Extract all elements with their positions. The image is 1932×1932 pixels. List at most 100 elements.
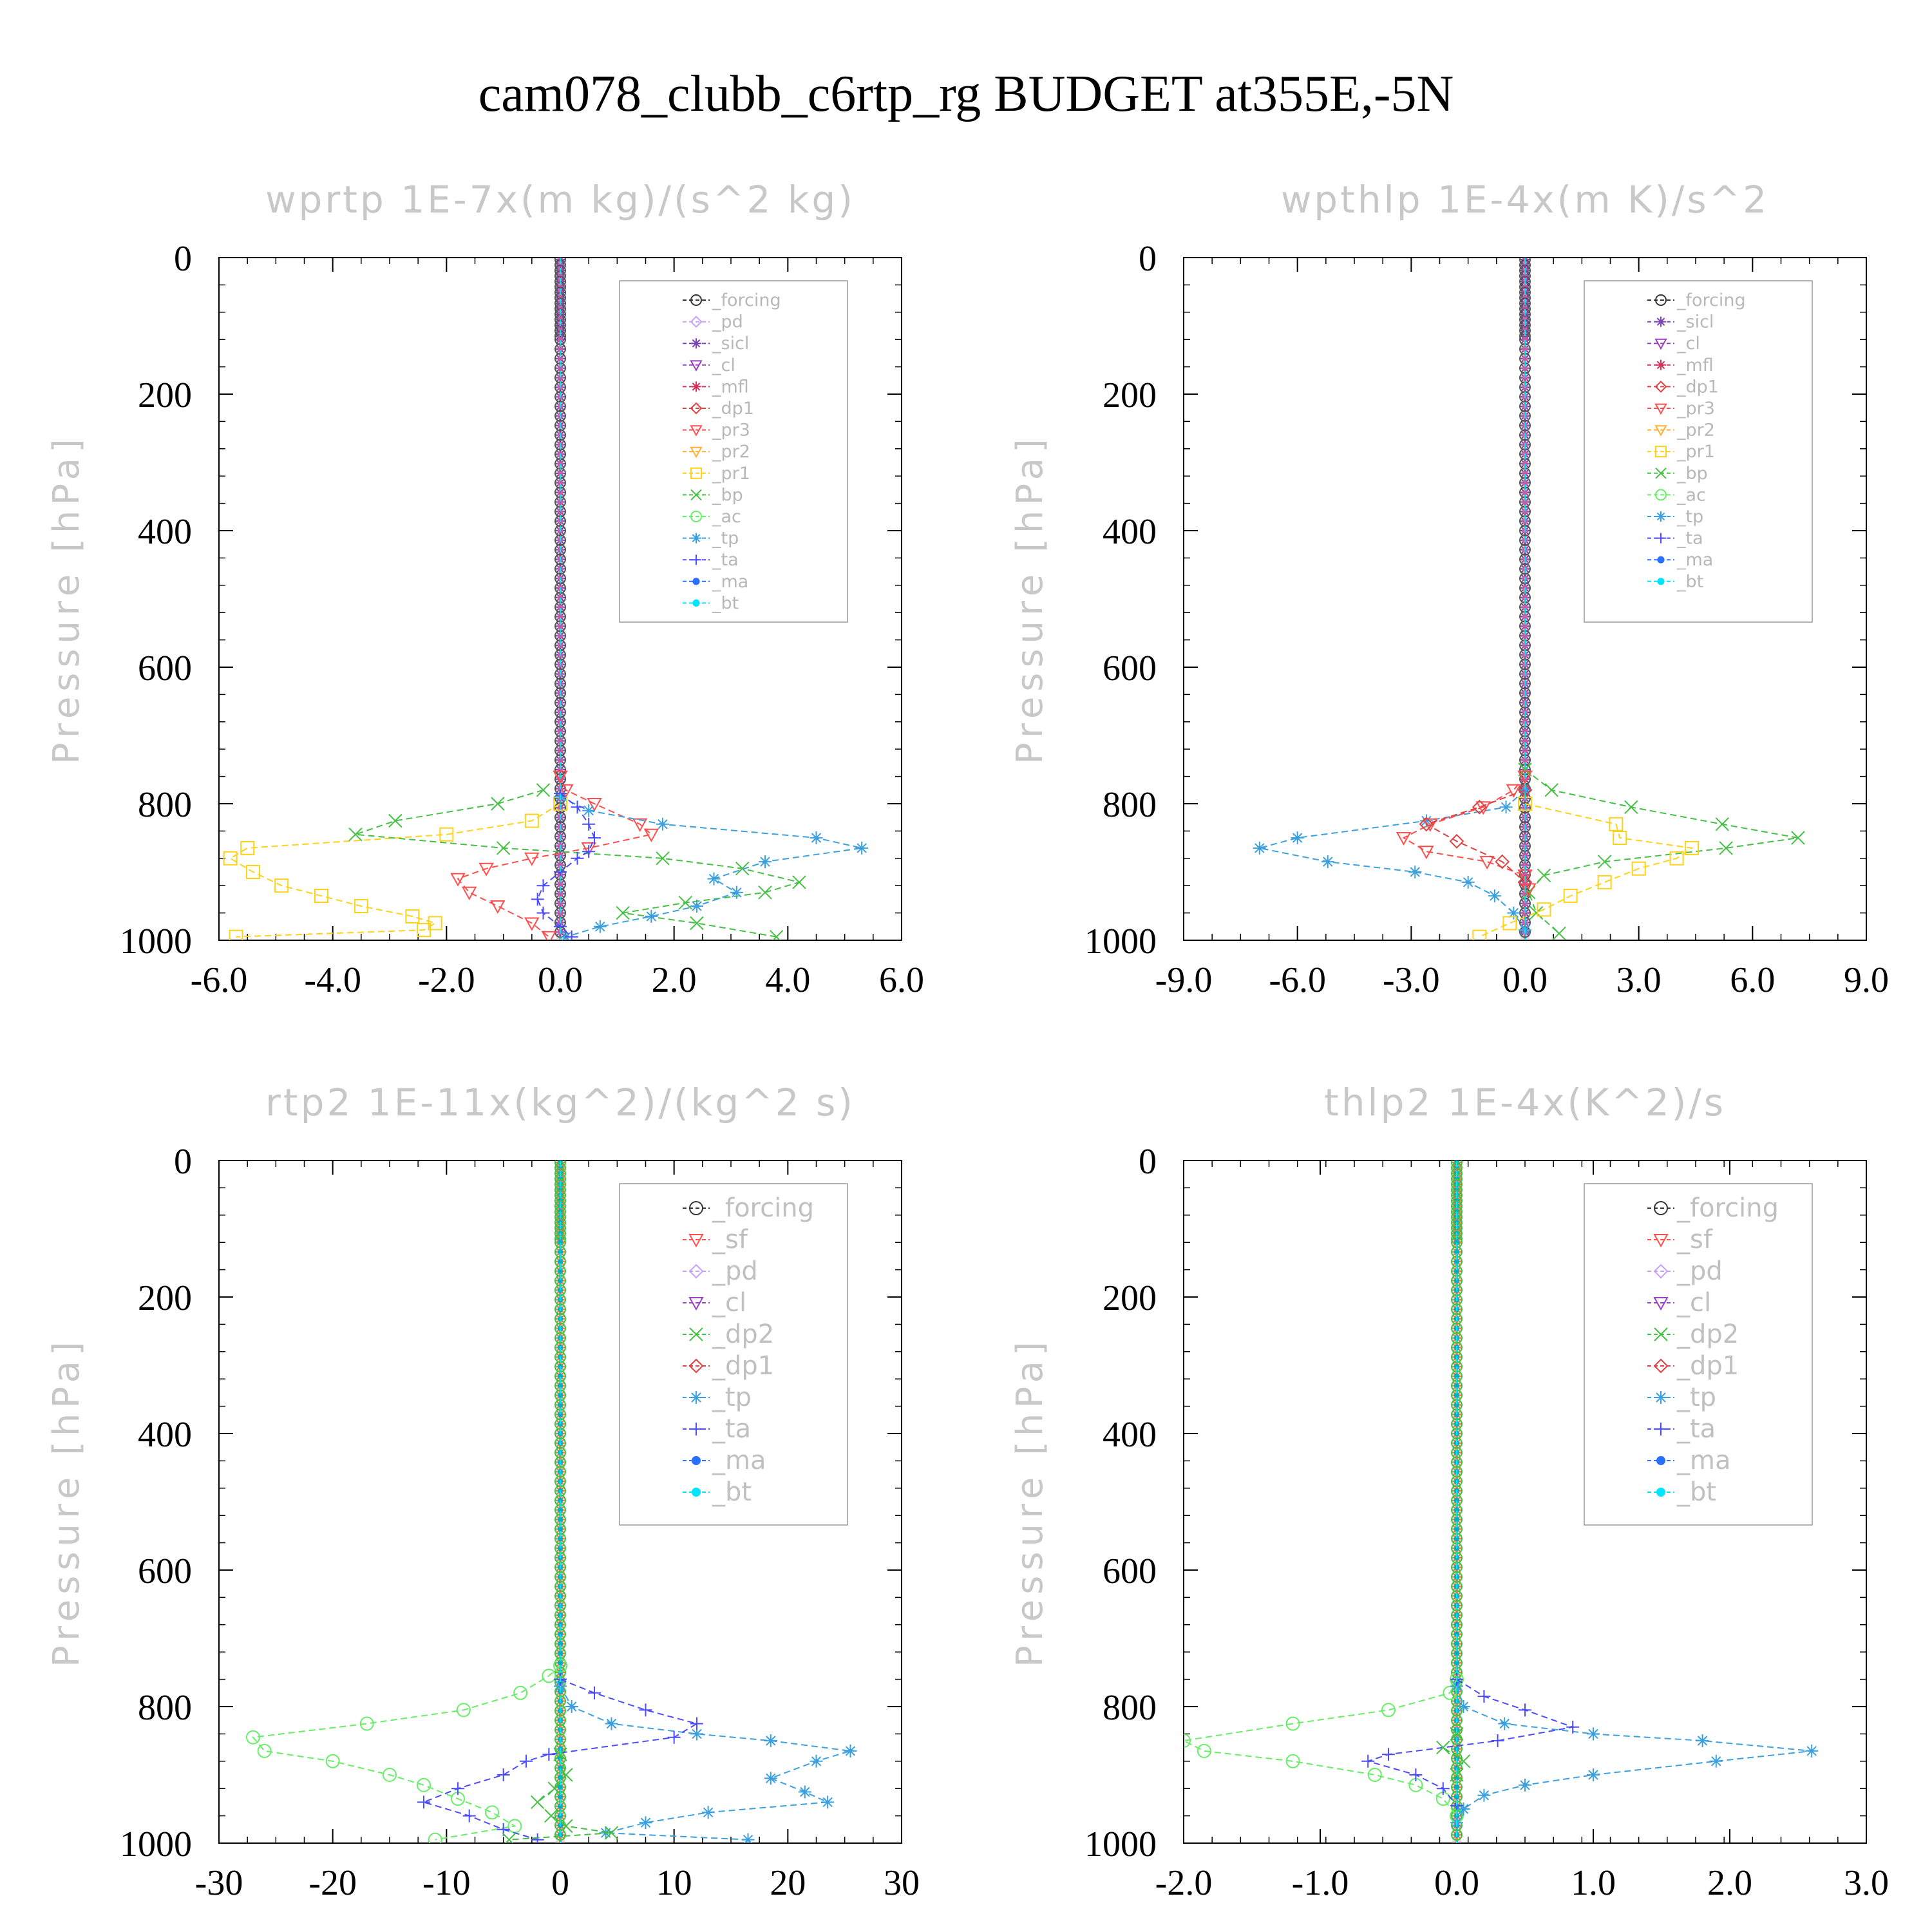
data-point <box>690 425 703 437</box>
panel-title: thlp2 1E-4x(K^2)/s <box>1324 1081 1726 1124</box>
series-line <box>560 1685 851 1841</box>
series-dp2 <box>502 1747 619 1843</box>
data-point <box>1408 866 1422 878</box>
data-point <box>1454 1412 1460 1417</box>
legend-item: _pr2 <box>683 442 750 462</box>
x-tick-label: 6.0 <box>879 960 924 1000</box>
data-point <box>557 1278 564 1283</box>
x-tick-label: 2.0 <box>652 960 697 1000</box>
series-line <box>536 793 596 938</box>
data-point <box>1419 846 1434 860</box>
legend-item: _cl <box>1647 334 1700 354</box>
data-point <box>1657 578 1665 585</box>
data-point <box>1454 1392 1460 1398</box>
data-point <box>557 1249 564 1255</box>
data-point <box>557 594 564 601</box>
data-point <box>478 862 494 876</box>
data-point <box>1436 1740 1450 1755</box>
data-point <box>1685 840 1700 855</box>
y-tick-label: 400 <box>138 512 192 552</box>
data-point <box>581 842 596 856</box>
y-tick-label: 800 <box>138 785 192 825</box>
data-point <box>688 1234 704 1248</box>
legend-item: _ma <box>1647 1446 1730 1475</box>
data-point <box>582 804 596 817</box>
plot-area <box>223 258 869 940</box>
legend-label: _cl <box>712 1288 746 1318</box>
y-tick-label: 200 <box>1103 1278 1157 1318</box>
data-point <box>450 873 466 887</box>
data-point <box>1522 470 1528 477</box>
data-point <box>223 851 238 866</box>
y-axis-label: Pressure [hPa] <box>1009 433 1051 764</box>
legend-label: _sf <box>712 1225 748 1255</box>
y-tick-label: 0 <box>174 239 192 279</box>
data-point <box>1454 1545 1460 1551</box>
data-point <box>690 916 704 931</box>
data-point <box>690 511 702 522</box>
x-tick-label: 6.0 <box>1730 960 1775 1000</box>
data-point <box>557 881 564 887</box>
y-tick-label: 1000 <box>120 922 192 961</box>
legend-item: _forcing <box>1647 290 1746 310</box>
data-point <box>485 1805 499 1820</box>
legend-item: _bt <box>683 1477 752 1507</box>
data-point <box>690 1391 703 1404</box>
series-line <box>229 803 561 938</box>
x-tick-label: -9.0 <box>1155 960 1213 1000</box>
legend-item: _forcing <box>683 290 781 310</box>
legend-item: _cl <box>1647 1288 1711 1318</box>
data-point <box>557 346 564 352</box>
data-point <box>1507 906 1520 920</box>
data-point <box>1654 1423 1667 1435</box>
data-point <box>735 861 750 876</box>
data-point <box>1719 841 1733 855</box>
legend-item: _ma <box>683 572 748 592</box>
data-point <box>557 1765 564 1771</box>
data-point <box>1654 1201 1668 1215</box>
data-point <box>639 1703 652 1717</box>
data-point <box>1563 889 1578 904</box>
data-point <box>557 1641 564 1647</box>
legend-item: _pr3 <box>683 421 750 440</box>
legend-label: _ta <box>712 1414 751 1444</box>
y-tick-label: 800 <box>138 1688 192 1728</box>
legend-item: _dp2 <box>683 1320 774 1349</box>
data-point <box>1655 446 1667 458</box>
legend-box <box>619 1183 848 1526</box>
y-tick-label: 200 <box>1103 375 1157 415</box>
data-point <box>456 1703 471 1718</box>
x-tick-label: 20 <box>770 1863 806 1903</box>
series-line <box>1479 803 1694 938</box>
data-point <box>1454 1240 1460 1245</box>
data-point <box>553 770 568 784</box>
x-tick-label: -1.0 <box>1292 1863 1349 1903</box>
data-point <box>1654 1327 1668 1341</box>
legend-item: _ta <box>1647 529 1703 549</box>
data-point <box>559 1768 573 1782</box>
data-point <box>1475 801 1491 815</box>
data-point <box>557 728 564 734</box>
series-pr1 <box>1472 797 1700 940</box>
data-point <box>1656 511 1666 522</box>
data-point <box>1656 1456 1665 1465</box>
data-point <box>692 578 700 585</box>
data-point <box>557 1517 564 1522</box>
data-point <box>1477 1690 1491 1703</box>
data-point <box>1454 1526 1460 1532</box>
data-point <box>1656 359 1666 370</box>
data-point <box>359 1716 374 1731</box>
data-point <box>536 783 551 797</box>
data-point <box>1522 509 1528 515</box>
data-point <box>557 891 564 897</box>
series-line <box>1402 775 1530 889</box>
data-point <box>1597 875 1612 889</box>
legend: _forcing_sicl_cl_mfl_dp1_pr3_pr2_pr1_bp_… <box>1584 280 1813 623</box>
data-point <box>1491 1734 1504 1747</box>
data-point <box>656 817 669 831</box>
data-point <box>1669 851 1684 866</box>
data-point <box>769 929 784 940</box>
data-point <box>690 446 703 459</box>
data-point <box>587 798 602 812</box>
data-point <box>604 1826 619 1840</box>
